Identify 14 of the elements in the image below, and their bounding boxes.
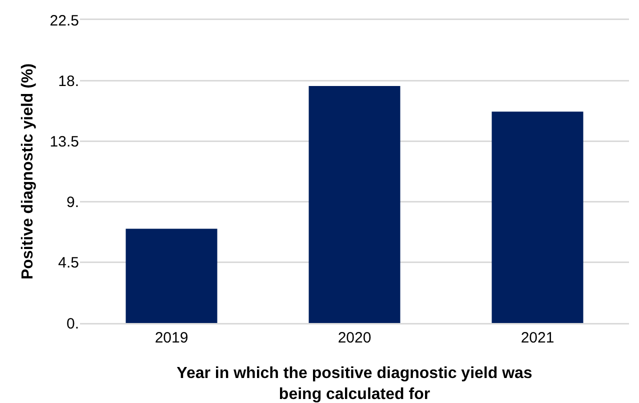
bar — [308, 86, 400, 323]
bar — [126, 228, 218, 323]
bar — [492, 112, 584, 323]
y-tick-label: 22.5 — [50, 12, 79, 30]
x-tick-label: 2021 — [520, 330, 554, 346]
x-tick-label: 2020 — [338, 330, 372, 346]
y-tick-label: 18. — [58, 72, 79, 90]
y-tick-label: 9. — [66, 194, 79, 212]
y-tick-label: 4.5 — [58, 254, 79, 272]
y-tick-label: 13.5 — [50, 133, 79, 150]
y-tick-label: 0. — [66, 315, 79, 332]
x-tick-label: 2019 — [154, 330, 188, 346]
x-axis-title: Year in which the positive diagnostic yield was being calculated for — [176, 365, 532, 403]
y-axis-title: Positive diagnostic yield (%) — [20, 63, 37, 280]
